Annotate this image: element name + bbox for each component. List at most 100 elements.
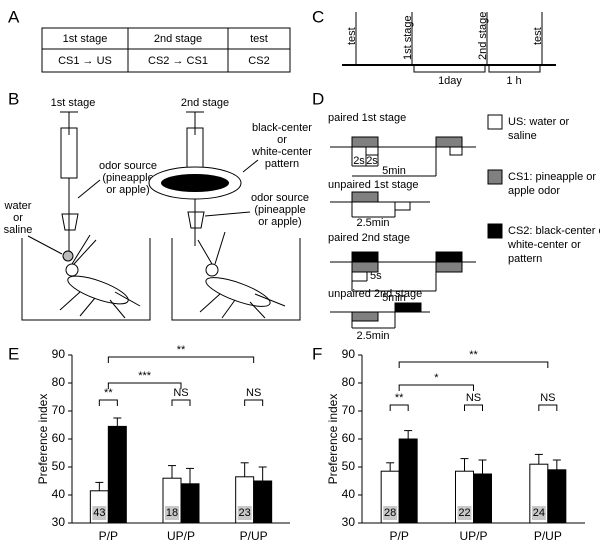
legend-label: apple odor [508, 185, 560, 197]
drawing-path [351, 272, 437, 292]
drawing-rect [449, 146, 463, 156]
duration-label: 2.5min [356, 217, 389, 229]
drawing-path [21, 238, 151, 321]
legend-label: pattern [508, 253, 542, 265]
legend-label: saline [508, 130, 537, 142]
drawing-path [351, 202, 396, 218]
significance-label: ** [104, 387, 113, 399]
bar [180, 483, 200, 524]
bar [547, 469, 567, 524]
significance-bracket [389, 404, 409, 411]
drawing-rect [394, 201, 411, 211]
legend-label: white-center or [507, 239, 581, 251]
significance-label: ** [177, 344, 186, 356]
n-label: 28 [384, 507, 396, 519]
table-header: 1st stage [63, 33, 108, 45]
drawing-ellipse [161, 174, 229, 192]
significance-bracket [107, 382, 182, 389]
significance-label: ** [395, 392, 404, 404]
callout: water [4, 200, 32, 212]
callout: (pineapple [102, 172, 153, 184]
drawing-ellipse [205, 277, 271, 307]
drawing-path [61, 213, 79, 231]
drawing-path [413, 65, 486, 73]
n-label: 22 [458, 507, 470, 519]
drawing-line [77, 179, 101, 199]
table-header: 2nd stage [154, 33, 202, 45]
duration-label: 5min [382, 165, 406, 177]
significance-label: NS [173, 387, 188, 399]
legend: US: water or saline CS1: pineapple or apple… [487, 114, 600, 265]
drawing-circle [62, 250, 74, 262]
legend-label: US: water or [508, 116, 569, 128]
drawing-path [351, 147, 437, 177]
significance-bracket [464, 404, 483, 411]
callout: or [13, 212, 23, 224]
drawing-rect [435, 261, 463, 273]
panel-label: F [312, 344, 322, 363]
event-label: 2nd stage [477, 12, 489, 60]
y-tick-label: 50 [52, 459, 66, 473]
y-tick-label: 30 [52, 515, 66, 529]
callout: pattern [265, 158, 299, 170]
drawing-rect [351, 136, 379, 148]
drawing-path [197, 231, 286, 319]
significance-bracket [398, 361, 549, 368]
drawing-rect [365, 146, 379, 156]
panel-label: C [312, 7, 324, 26]
y-tick-label: 40 [52, 487, 66, 501]
significance-bracket [171, 399, 191, 406]
y-axis-label: Preference index [326, 394, 340, 485]
duration-label: 5min [382, 292, 406, 304]
significance-bracket [538, 404, 558, 411]
legend-swatch [487, 223, 503, 239]
interval-label: 1day [438, 75, 462, 87]
drawing-line [204, 211, 251, 217]
table-cell: CS2 [248, 55, 269, 67]
y-tick-label: 60 [52, 431, 66, 445]
table-cell: CS2 → CS1 [148, 55, 208, 67]
duration-label: 2.5min [356, 330, 389, 342]
bar [107, 425, 127, 524]
x-tick-label: P/UP [240, 529, 268, 543]
callout: odor source [99, 160, 157, 172]
event-label: 1st stage [402, 15, 414, 60]
n-label: 24 [533, 507, 545, 519]
timeline: test 1st stage 2nd stage test 1day 1 h [342, 12, 556, 87]
significance-label: *** [138, 370, 152, 382]
y-tick-label: 80 [52, 375, 66, 389]
drawing-rect [435, 251, 463, 263]
protocol-title: paired 2nd stage [328, 232, 410, 244]
protocol-title: paired 1st stage [328, 112, 406, 124]
significance-bracket [244, 399, 264, 406]
x-tick-label: P/UP [534, 529, 562, 543]
legend-swatch [487, 169, 503, 185]
drawing-path [171, 238, 301, 321]
legend-label: CS2: black-center or [508, 225, 600, 237]
significance-bracket [398, 384, 474, 391]
n-label: 18 [166, 507, 178, 519]
n-label-box [165, 506, 179, 520]
drawing-rect [351, 261, 379, 273]
x-tick-label: P/P [99, 529, 118, 543]
stage-title: 2nd stage [181, 97, 229, 109]
callout: black-center [252, 122, 312, 134]
y-tick-label: 70 [52, 403, 66, 417]
drawing-ellipse [67, 275, 129, 305]
n-label: 43 [93, 507, 105, 519]
drawing-line [27, 235, 63, 255]
drawing-rect [394, 302, 422, 313]
drawing-path [187, 211, 205, 229]
callout: saline [4, 224, 33, 236]
drawing-rect [435, 136, 463, 148]
y-tick-label: 50 [342, 459, 356, 473]
event-label: test [346, 27, 358, 45]
table-cell: CS1 → US [58, 55, 112, 67]
protocol-title: unpaired 2nd stage [328, 288, 422, 300]
significance-bracket [107, 356, 255, 363]
significance-bracket [98, 399, 118, 406]
duration-label: 2s [353, 155, 365, 167]
n-label-box [237, 506, 252, 520]
stage-table: 1st stage 2nd stage test CS1 → US CS2 → … [41, 27, 291, 73]
